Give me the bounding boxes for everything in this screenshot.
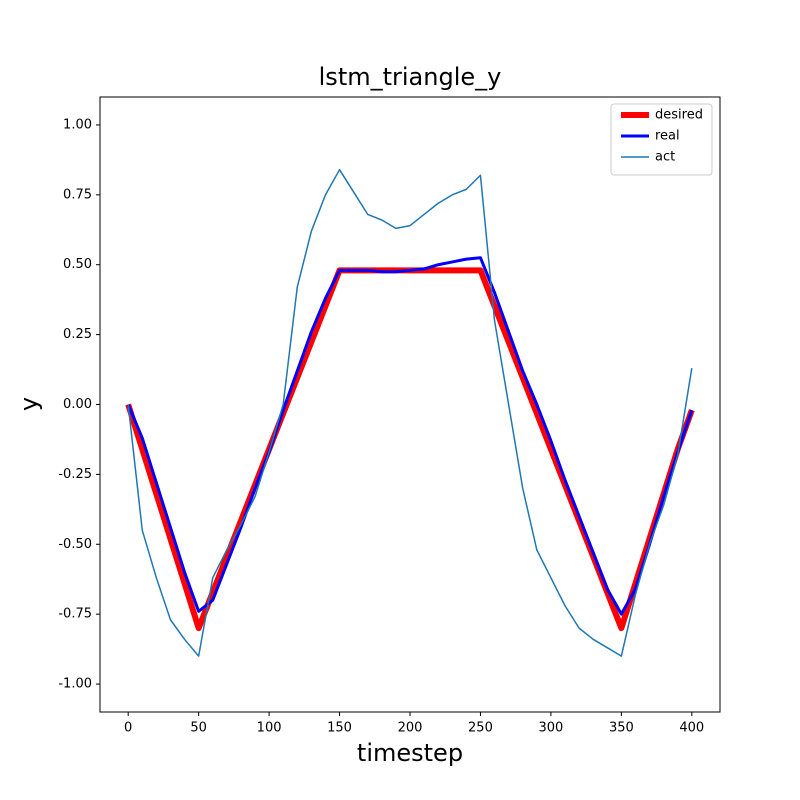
y-tick-label: -0.75 xyxy=(58,607,92,622)
x-tick-label: 350 xyxy=(609,721,634,736)
data-line xyxy=(127,168,693,657)
y-axis-label: y xyxy=(15,397,43,411)
y-tick-label: -0.25 xyxy=(58,467,92,482)
y-tick-label: -0.50 xyxy=(58,537,92,552)
y-tick-label: 0.25 xyxy=(63,327,92,342)
x-tick-label: 100 xyxy=(257,721,282,736)
y-tick-label: 0.75 xyxy=(63,187,92,202)
y-tick-label: -1.00 xyxy=(58,677,92,692)
x-tick-label: 200 xyxy=(398,721,423,736)
x-tick-label: 400 xyxy=(679,721,704,736)
legend-label: act xyxy=(655,150,675,165)
x-tick-label: 0 xyxy=(124,721,132,736)
data-line xyxy=(126,256,694,616)
y-tick-label: 0.00 xyxy=(63,397,92,412)
legend-label: desired xyxy=(655,108,703,123)
data-line xyxy=(125,267,695,632)
x-tick-label: 150 xyxy=(327,721,352,736)
y-tick-label: 1.00 xyxy=(63,117,92,132)
x-axis-label: timestep xyxy=(357,739,463,767)
x-tick-label: 300 xyxy=(538,721,563,736)
y-tick-label: 0.50 xyxy=(63,257,92,272)
legend-label: real xyxy=(655,129,680,144)
x-tick-label: 250 xyxy=(468,721,493,736)
plot-frame xyxy=(99,96,721,713)
x-tick-label: 50 xyxy=(190,721,207,736)
chart-title: lstm_triangle_y xyxy=(319,63,502,91)
